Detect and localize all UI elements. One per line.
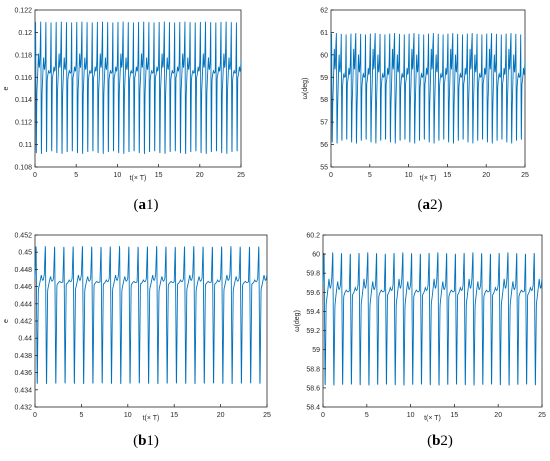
y-tick-label: 59 — [320, 75, 328, 82]
chart-panel-b2: 0 5 10 15 20 25 58.4 58.6 58.8 59 59.2 59.4 59.6 59.8… — [275, 225, 550, 431]
y-axis-label: ω(deg) — [302, 78, 309, 100]
x-tick-label: 5 — [365, 412, 369, 419]
series-line — [330, 33, 526, 144]
y-tick-label: 59.8 — [306, 271, 320, 278]
y-tick-label: 0.438 — [14, 353, 32, 360]
y-tick-label: 0.436 — [14, 370, 32, 377]
caption-b2: (b2) — [427, 433, 453, 449]
x-tick-label: 0 — [329, 172, 333, 179]
chart-b1: 0 5 10 15 20 25 0.432 0.434 0.436 0.438 0.44 0.442 0… — [3, 233, 271, 423]
x-tick-label: 20 — [482, 172, 490, 179]
y-tick-label: 0.452 — [14, 233, 32, 240]
y-tick-label: 57 — [320, 120, 328, 127]
y-tick-label: 0.434 — [14, 387, 32, 394]
y-tick-label: 0.446 — [14, 284, 32, 291]
x-tick-label: 0 — [33, 172, 37, 179]
plot-area — [330, 9, 526, 168]
x-tick-label: 25 — [538, 412, 546, 419]
series-line — [34, 246, 268, 384]
y-tick-label: 0.444 — [14, 301, 32, 308]
y-tick-label: 0.448 — [14, 267, 32, 274]
y-tick-label: 59.6 — [306, 290, 320, 297]
x-tick-label: 10 — [114, 172, 122, 179]
x-tick-label: 5 — [79, 412, 83, 419]
series-line — [322, 252, 543, 386]
y-tick-label: 56 — [320, 142, 328, 149]
y-axis-label: ω(deg) — [294, 310, 301, 332]
y-tick-label: 59.4 — [306, 309, 320, 316]
y-tick-label: 0.45 — [18, 250, 32, 257]
y-tick-label: 0.44 — [18, 336, 32, 343]
x-tick-label: 15 — [155, 172, 163, 179]
chart-panel-b1: 0 5 10 15 20 25 0.432 0.434 0.436 0.438 0.44 0.442 0… — [0, 225, 275, 431]
y-tick-label: 0.112 — [15, 120, 32, 127]
x-axis-label: t(× T) — [130, 175, 147, 182]
x-tick-label: 5 — [74, 172, 78, 179]
y-tick-label: 60.2 — [306, 233, 320, 240]
chart-b2: 0 5 10 15 20 25 58.4 58.6 58.8 59 59.2 59.4 59.6 59.8… — [294, 233, 546, 423]
y-tick-label: 59 — [312, 347, 320, 354]
y-tick-label: 61 — [320, 30, 328, 37]
y-tick-label: 0.116 — [15, 75, 32, 82]
y-axis-label: e — [3, 86, 10, 90]
x-tick-label: 15 — [451, 412, 459, 419]
x-tick-label: 10 — [405, 172, 413, 179]
y-tick-label: 58 — [320, 97, 328, 104]
chart-panel-a1: 0 5 10 15 20 25 0.108 0.11 0.112 0.114 0.116 0.118 0… — [0, 0, 275, 195]
y-tick-label: 58.8 — [306, 366, 320, 373]
chart-panel-a2: 0 5 10 15 20 25 55 56 57 58 59 60 61 62 t(× T) ω(deg) — [275, 0, 550, 195]
caption-a1: (a1) — [133, 197, 159, 213]
y-tick-label: 58.4 — [306, 405, 320, 412]
x-tick-label: 0 — [33, 412, 37, 419]
x-tick-label: 20 — [196, 172, 204, 179]
x-tick-label: 25 — [521, 172, 529, 179]
chart-a2: 0 5 10 15 20 25 55 56 57 58 59 60 61 62 t(× T) ω(deg) — [302, 8, 529, 183]
y-tick-label: 0.432 — [14, 405, 32, 412]
y-tick-label: 62 — [320, 8, 328, 15]
x-tick-label: 5 — [368, 172, 372, 179]
y-tick-label: 0.108 — [14, 165, 32, 172]
caption-b1: (b1) — [133, 433, 159, 449]
y-tick-label: 60 — [320, 52, 328, 59]
y-tick-label: 58.6 — [306, 385, 320, 392]
x-tick-label: 20 — [217, 412, 225, 419]
y-tick-label: 59.2 — [306, 328, 320, 335]
x-tick-label: 10 — [124, 412, 132, 419]
y-tick-label: 60 — [312, 252, 320, 259]
x-tick-label: 10 — [407, 412, 415, 419]
chart-a1: 0 5 10 15 20 25 0.108 0.11 0.112 0.114 0.116 0.118 0… — [3, 8, 245, 183]
x-tick-label: 15 — [170, 412, 178, 419]
x-tick-label: 15 — [444, 172, 452, 179]
x-tick-label: 20 — [494, 412, 502, 419]
y-tick-label: 55 — [320, 165, 328, 172]
caption-a2: (a2) — [417, 197, 443, 213]
series-line — [34, 21, 242, 154]
x-axis-label: t(× T) — [143, 415, 160, 422]
y-axis-label: e — [3, 319, 10, 323]
y-tick-label: 0.114 — [15, 97, 32, 104]
x-tick-label: 0 — [321, 412, 325, 419]
x-axis-label: t(× T) — [420, 175, 437, 182]
x-tick-label: 25 — [237, 172, 245, 179]
y-tick-label: 0.442 — [14, 319, 32, 326]
x-tick-label: 25 — [263, 412, 271, 419]
y-tick-label: 0.122 — [14, 8, 32, 15]
y-tick-label: 0.12 — [18, 30, 32, 37]
y-tick-label: 0.118 — [15, 52, 32, 59]
x-axis-label: t(× T) — [424, 415, 441, 422]
y-tick-label: 0.11 — [19, 142, 32, 149]
